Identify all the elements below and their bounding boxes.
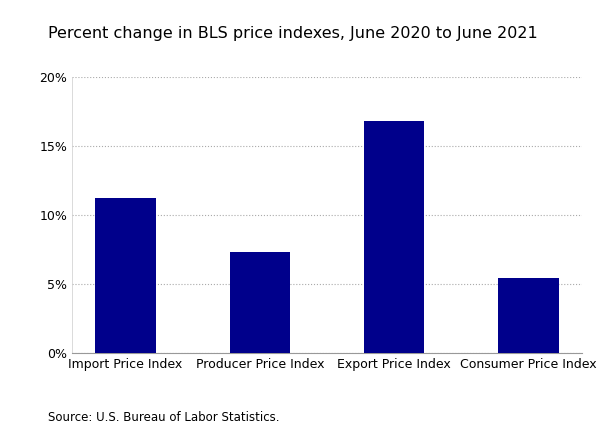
Bar [499, 278, 559, 353]
Text: Source: U.S. Bureau of Labor Statistics.: Source: U.S. Bureau of Labor Statistics. [48, 411, 280, 424]
Bar [364, 121, 424, 353]
Bar [95, 199, 155, 353]
Bar [230, 252, 290, 353]
Text: Percent change in BLS price indexes, June 2020 to June 2021: Percent change in BLS price indexes, Jun… [48, 26, 538, 41]
